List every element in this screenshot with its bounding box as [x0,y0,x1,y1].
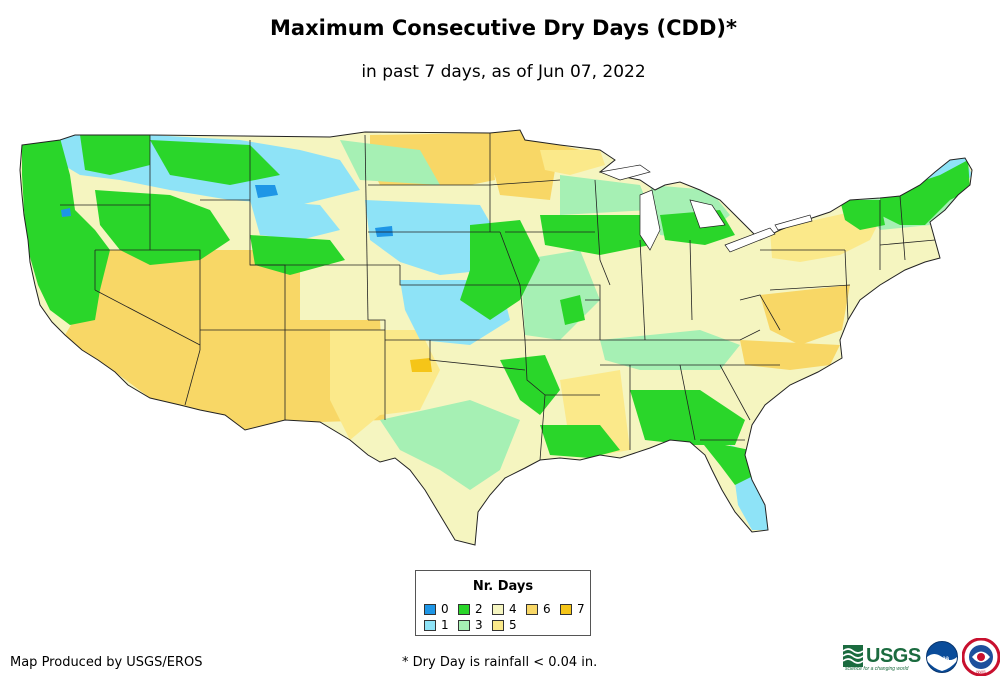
legend-swatch-4 [492,603,504,615]
noaa-logo: noaa [926,641,958,673]
usgs-logo: USGS [843,641,921,671]
legend-item-7: 7 [560,602,585,616]
legend-swatch-5 [492,619,504,631]
legend-label-1: 1 [441,618,449,632]
legend-label-7: 7 [577,602,585,616]
credit-text: Map Produced by USGS/EROS [10,655,203,670]
legend-item-1: 1 [424,618,449,632]
usgs-wordmark: USGS [866,645,921,667]
legend-swatch-3 [458,619,470,631]
legend-item-3: 3 [458,618,483,632]
legend-label-3: 3 [475,618,483,632]
noaa-logo-text: noaa [935,656,950,662]
legend-swatch-2 [458,603,470,615]
legend-item-4: 4 [492,602,517,616]
map-title: Maximum Consecutive Dry Days (CDD)* [270,16,737,40]
legend-item-2: 2 [458,602,483,616]
usgs-wave-icon [843,645,863,667]
legend-label-2: 2 [475,602,483,616]
legend-swatch-0 [424,603,436,615]
legend-item-6: 6 [526,602,551,616]
legend-title: Nr. Days [472,579,534,594]
nws-logo-text: NWS [976,669,986,674]
legend-label-5: 5 [509,618,517,632]
usgs-tagline: science for a changing world [845,666,909,672]
legend-label-0: 0 [441,602,449,616]
legend-label-4: 4 [509,602,517,616]
nws-logo: NWS [962,638,1000,676]
footnote-text: * Dry Day is rainfall < 0.04 in. [402,655,598,670]
legend-swatch-6 [526,603,538,615]
map-subtitle: in past 7 days, as of Jun 07, 2022 [361,62,646,82]
legend-item-0: 0 [424,602,449,616]
cdd-map [19,129,973,546]
legend-swatch-7 [560,603,572,615]
legend-swatch-1 [424,619,436,631]
legend: Nr. Days 0 1 2 3 4 5 6 7 [415,570,591,636]
legend-label-6: 6 [543,602,551,616]
legend-item-5: 5 [492,618,517,632]
